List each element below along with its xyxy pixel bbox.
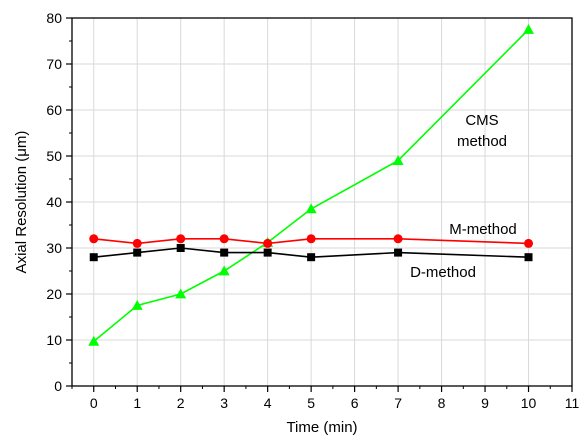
series-line-d-method [93, 247, 529, 259]
x-tick-label: 1 [133, 395, 141, 411]
point-m-method [176, 234, 186, 244]
point-d-method [176, 244, 185, 252]
x-tick-label: 11 [565, 395, 580, 411]
point-m-method [393, 234, 403, 244]
x-tick-label: 2 [177, 395, 185, 411]
x-tick-label: 3 [220, 395, 228, 411]
point-m-method [524, 238, 534, 248]
x-tick-label: 8 [438, 395, 446, 411]
point-cms-method [175, 288, 187, 299]
y-axis-title-prefix: Axial Resolution ( [13, 157, 30, 274]
point-cms-method [88, 335, 100, 346]
y-tick-label: 30 [46, 240, 62, 256]
point-d-method [524, 253, 533, 262]
y-axis-title-mu: μ [13, 148, 30, 157]
point-cms-method [392, 155, 404, 165]
series-line-cms-method [93, 28, 530, 342]
y-tick-label: 70 [46, 56, 62, 72]
point-d-method [220, 248, 229, 257]
series-labels: CMS method M-method D-method [410, 112, 517, 281]
point-d-method [263, 248, 272, 257]
point-m-method [306, 234, 316, 244]
y-axis-title-suffix: m) [13, 131, 30, 149]
series-label-m-method: M-method [449, 221, 517, 238]
y-tick-label: 10 [46, 332, 62, 348]
axes: 0 1 2 3 4 5 6 7 8 9 10 11 0 10 20 30 40 50 60 70 80 [46, 10, 579, 411]
y-tick-label: 40 [46, 194, 62, 210]
point-m-method [132, 238, 142, 248]
point-cms-method [218, 265, 230, 276]
x-tick-label: 4 [264, 395, 272, 411]
point-m-method [219, 234, 229, 244]
y-tick-label: 50 [46, 148, 62, 164]
y-axis-title: Axial Resolution (μm) [13, 131, 30, 274]
x-tick-label: 9 [481, 395, 489, 411]
x-tick-label: 5 [307, 395, 315, 411]
point-cms-method [305, 203, 317, 214]
point-d-method [307, 253, 316, 262]
y-tick-label: 80 [46, 10, 62, 26]
series-label-d-method: D-method [410, 264, 476, 281]
y-tick-label: 20 [46, 286, 62, 302]
x-tick-label: 0 [90, 395, 98, 411]
x-axis-title: Time (min) [286, 419, 357, 436]
point-d-method [133, 248, 142, 257]
series-line-m-method [93, 238, 529, 245]
point-d-method [89, 253, 98, 262]
x-tick-label: 10 [521, 395, 537, 411]
y-tick-label: 0 [54, 378, 62, 394]
y-tick-label: 60 [46, 102, 62, 118]
point-m-method [89, 234, 99, 244]
series-layer [88, 24, 535, 346]
series-label-cms-method: CMS [465, 112, 498, 129]
point-m-method [263, 238, 273, 248]
point-cms-method [523, 24, 535, 34]
point-d-method [394, 248, 403, 257]
x-tick-label: 6 [351, 395, 359, 411]
point-cms-method [131, 300, 143, 310]
x-tick-label: 7 [394, 395, 402, 411]
series-label-cms-method: method [457, 133, 507, 150]
